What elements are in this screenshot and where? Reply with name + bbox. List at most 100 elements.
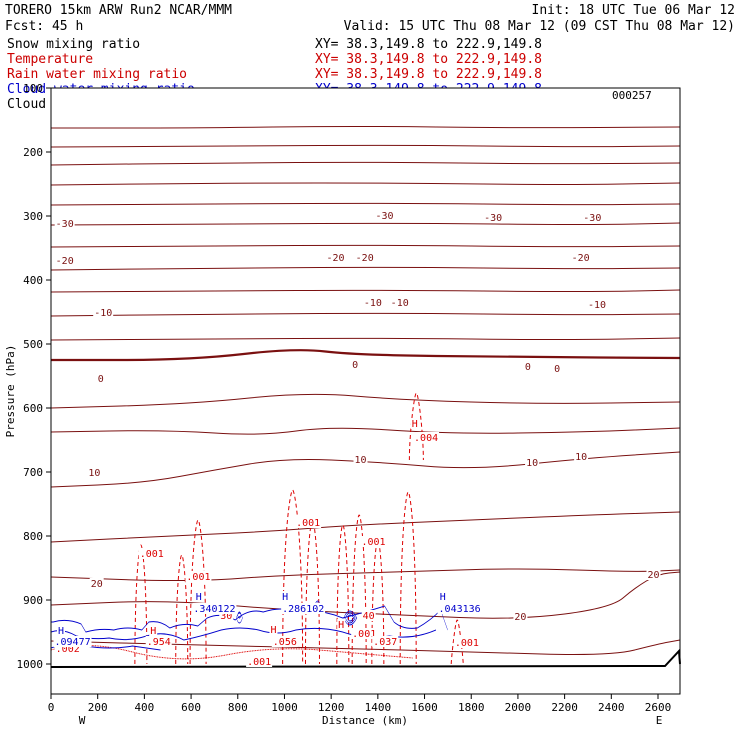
rain-label: .001 (296, 518, 320, 529)
contour-labels: -30 -30 -30 -30 -20 -20 -20 -20 -10 -10 -10 -10 0 0 0 0… (53, 210, 661, 668)
cloud-contour (236, 611, 243, 624)
cloud-label: .043136 (439, 604, 481, 615)
cloud-label-bg (437, 603, 482, 614)
isotherm-label: -20 (572, 253, 590, 264)
cloud-label-bg (192, 603, 237, 614)
header-forecast: Fcst: 45 h (5, 19, 83, 34)
isotherm-label-bg (389, 297, 410, 308)
y-axis-label: Pressure (hPa) (4, 345, 17, 438)
cloud-label: .286102 (282, 604, 324, 615)
cloud-label-bg (57, 625, 66, 636)
isotherm-label-bg (362, 297, 383, 308)
isotherm-label: -30 (56, 219, 74, 230)
plot-area: -30-30 -30 -30-20 -20 -20 -20-10-10 -10 -1000 0 0… (17, 82, 681, 714)
y-tick-label: 200 (23, 146, 43, 159)
rain-contour (189, 519, 207, 665)
isotherm-label: 10 (526, 458, 538, 469)
rain-label-bg (149, 625, 158, 636)
rain-label-bg (138, 548, 165, 559)
header-valid: Valid: 15 UTC Thu 08 Mar 12 (09 CST Thu … (344, 19, 735, 34)
y-tick-label: 100 (23, 82, 43, 95)
isotherm-label: 10 (575, 452, 587, 463)
isotherm-label-bg (553, 363, 562, 374)
cloud-label-bg (194, 591, 203, 602)
isotherm-label: 0 (352, 360, 358, 371)
isotherm-label-bg (96, 373, 105, 384)
rain-label-bg (145, 636, 172, 647)
isotherm-label: -20 (326, 253, 344, 264)
isotherm-label-bg (89, 578, 104, 589)
isotherm-line (50, 161, 681, 166)
rain-label-bg (453, 637, 480, 648)
cloud-contour (51, 605, 448, 633)
y-tick-label: 300 (23, 210, 43, 223)
isotherm-label-bg (325, 252, 346, 263)
rain-label-bg (337, 619, 346, 630)
isotherm-label: -30 (484, 213, 502, 224)
header-init: Init: 18 UTC Tue 06 Mar 12 (532, 3, 736, 18)
field-name: Rain water mixing ratio (7, 67, 187, 82)
cloud-label: H (440, 592, 446, 603)
isotherm-label-bg (582, 212, 603, 223)
cloud-contour (343, 610, 358, 626)
isotherm-label: 0 (554, 364, 560, 375)
cloud-label: .09477 (55, 637, 91, 648)
rain-contour (304, 519, 320, 665)
plot-background (51, 88, 680, 694)
x-tick-label: 600 (181, 701, 201, 714)
isotherm-label-bg (525, 457, 540, 468)
y-tick-label: 400 (23, 274, 43, 287)
rain-label-bg (413, 432, 440, 443)
field-xy: XY= 38.3,149.8 to 222.9,149.8 (315, 37, 542, 52)
cloud-label-bg (281, 603, 326, 614)
rain-label: .001 (186, 572, 210, 583)
rain-label: .001 (140, 549, 164, 560)
isotherm-label: -10 (94, 308, 112, 319)
isotherm-line (50, 202, 681, 206)
y-tick-label: 800 (23, 530, 43, 543)
isotherm-label-bg (93, 307, 114, 318)
rain-label: H (338, 620, 344, 631)
west-label: W (79, 714, 86, 727)
y-tick-label: 1000 (17, 658, 44, 671)
header-title: TORERO 15km ARW Run2 NCAR/MMM (5, 3, 232, 18)
isotherm-label: -10 (588, 300, 606, 311)
rain-contour (450, 619, 464, 665)
cloud-label-bg (281, 591, 290, 602)
rain-contours (50, 392, 464, 665)
isotherm-line (50, 568, 681, 582)
rain-label: .954 (147, 637, 171, 648)
isotherm-line (50, 639, 681, 655)
isotherm-label: -10 (391, 298, 409, 309)
rain-label: .001 (455, 638, 479, 649)
isotherm-label-bg (354, 252, 375, 263)
isotherm-label: -20 (56, 256, 74, 267)
x-tick-label: 1600 (411, 701, 438, 714)
rain-label-bg (410, 418, 419, 429)
y-axis: 100 200 300 400 500 600 700 800 900 1000 (17, 82, 51, 671)
cloud-label: H (196, 592, 202, 603)
isotherm-line (50, 126, 681, 129)
rain-label-bg (295, 517, 322, 528)
x-tick-label: 2200 (551, 701, 578, 714)
rain-contour (371, 539, 385, 665)
isotherm-label-bg (353, 454, 368, 465)
rain-contour (399, 491, 417, 665)
field-xy: XY= 38.3,149.8 to 222.9,149.8 (315, 67, 542, 82)
x-tick-label: 400 (134, 701, 154, 714)
isotherm-line (50, 337, 681, 341)
x-tick-label: 1800 (458, 701, 485, 714)
isotherm-label-bg (586, 299, 607, 310)
isotherm-line (50, 144, 681, 148)
cloud-label: .340122 (193, 604, 235, 615)
rain-contour (134, 544, 148, 665)
isotherm-label: 0 (98, 374, 104, 385)
x-tick-label: 2000 (505, 701, 532, 714)
isotherm-label-bg (646, 569, 661, 580)
x-tick-label: 2600 (645, 701, 672, 714)
isotherm-label-bg (54, 218, 75, 229)
rain-label: .002 (56, 644, 80, 655)
x-axis-label: Distance (km) (322, 714, 408, 727)
isotherm-label-bg (351, 359, 360, 370)
